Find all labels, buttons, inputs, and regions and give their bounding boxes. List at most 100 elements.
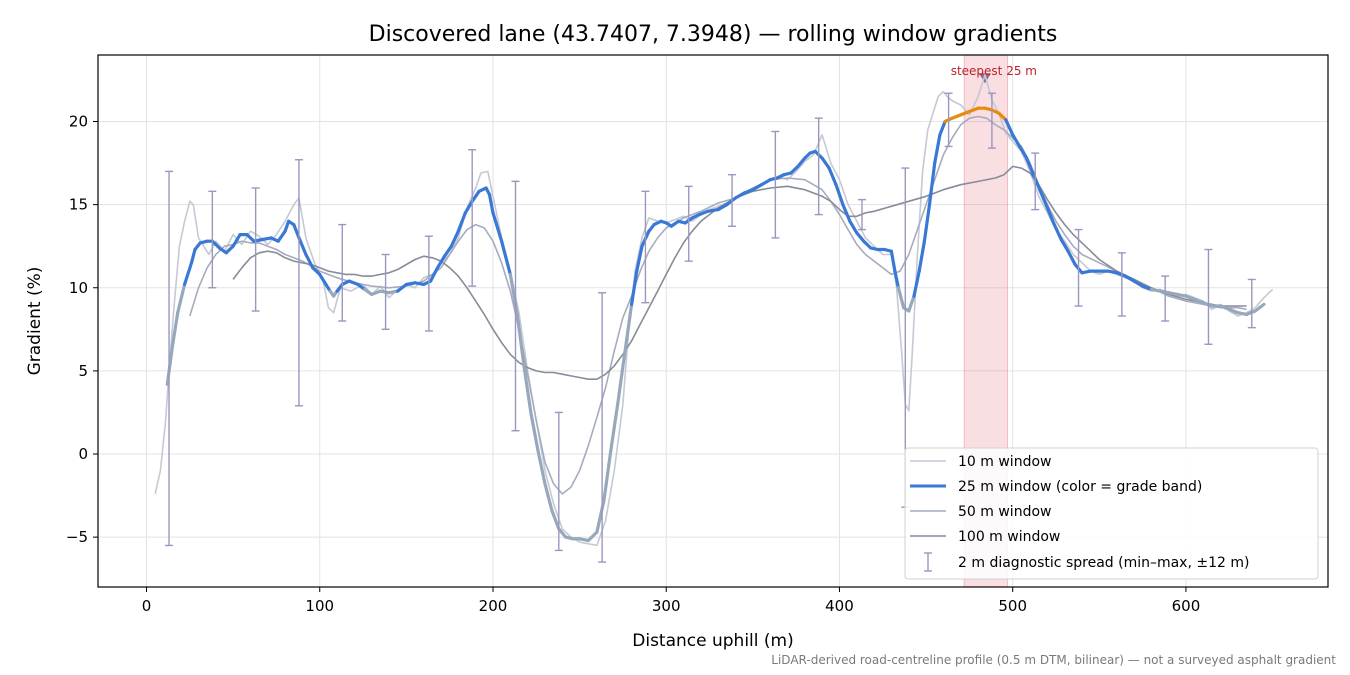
series-segment-25m xyxy=(609,402,620,453)
spread-bar xyxy=(987,92,996,149)
series-segment-25m xyxy=(796,156,807,168)
spread-bar xyxy=(554,411,563,552)
spread-bar xyxy=(294,159,303,407)
series-segment-25m xyxy=(304,252,315,270)
series-segment-25m xyxy=(616,352,627,406)
series-segment-25m xyxy=(165,344,175,386)
series-segment-25m xyxy=(442,244,453,258)
diagnostic-spread-bars xyxy=(165,92,1256,563)
x-axis-label: Distance uphill (m) xyxy=(632,631,793,651)
series-segment-25m xyxy=(848,219,859,235)
series-segment-25m xyxy=(297,236,308,257)
series-segment-25m xyxy=(210,239,221,250)
series-segment-25m xyxy=(491,211,504,243)
series-segment-25m xyxy=(189,247,197,265)
series-segment-25m xyxy=(927,161,937,207)
series-segment-25m xyxy=(896,286,906,310)
spread-bar xyxy=(1247,278,1256,329)
y-tick-label: 15 xyxy=(69,196,88,214)
series-segment-25m xyxy=(1017,144,1029,160)
legend-box xyxy=(904,447,1319,580)
series-segment-25m xyxy=(1066,249,1077,267)
series-segment-25m xyxy=(292,223,301,240)
series-segment-25m xyxy=(522,366,533,416)
x-tick-label: 600 xyxy=(1172,597,1201,615)
series-segment-25m xyxy=(176,282,187,315)
series-segment-25m xyxy=(922,203,932,243)
series-segment-25m xyxy=(933,133,942,165)
series-segment-25m xyxy=(170,311,180,348)
series-segment-25m xyxy=(1253,302,1266,313)
series-segment-25m xyxy=(629,269,639,306)
series-segment-25m xyxy=(456,211,467,233)
series-segment-25m xyxy=(912,269,921,298)
legend-label-25m: 25 m window (color = grade band) xyxy=(958,479,1202,495)
series-segment-25m xyxy=(463,199,474,215)
steepest-annotation: steepest 25 m xyxy=(951,64,1037,78)
series-segment-25m xyxy=(276,229,287,243)
series-segment-25m xyxy=(759,178,772,187)
series-segment-25m xyxy=(751,183,764,192)
spread-bar xyxy=(771,130,780,239)
series-segment-25m xyxy=(283,219,291,233)
series-segment-25m xyxy=(183,261,194,286)
series-segment-25m xyxy=(862,239,873,250)
series-segment-25m xyxy=(1024,156,1036,177)
y-axis-label: Gradient (%) xyxy=(25,267,45,376)
grid xyxy=(98,55,1328,587)
series-segment-25m xyxy=(602,449,613,503)
spread-bar xyxy=(424,235,433,332)
spread-bar xyxy=(684,185,693,262)
spread-bar xyxy=(381,253,390,331)
series-segment-25m xyxy=(470,189,481,203)
series-segment-25m xyxy=(1004,118,1015,137)
series-segment-25m xyxy=(318,272,327,285)
series-segment-25m xyxy=(841,203,852,223)
y-tick-label: 20 xyxy=(69,113,88,131)
series-segment-25m xyxy=(917,239,927,273)
series-segment-25m xyxy=(396,282,408,293)
series-segment-25m xyxy=(855,231,866,243)
series-segment-25m xyxy=(889,249,897,273)
spread-bar xyxy=(1074,228,1083,307)
x-tick-label: 100 xyxy=(305,597,334,615)
x-tick-label: 0 xyxy=(142,597,152,615)
series-segment-25m xyxy=(622,302,634,356)
spread-bar xyxy=(1204,248,1213,345)
x-tick-label: 200 xyxy=(479,597,508,615)
series-segment-25m xyxy=(536,449,547,486)
chart-title: Discovered lane (43.7407, 7.3948) — roll… xyxy=(369,22,1058,47)
series-segment-25m xyxy=(1123,274,1136,283)
x-axis-ticks: 0 100 200 300 400 500 600 xyxy=(142,587,1201,615)
series-segment-25m xyxy=(429,266,440,283)
series-segment-25m xyxy=(827,166,838,187)
x-tick-label: 500 xyxy=(998,597,1027,615)
legend: 10 m window 25 m window (color = grade b… xyxy=(904,447,1319,580)
series-segment-25m xyxy=(997,111,1008,122)
series-segment-25m xyxy=(550,508,561,531)
legend-label-spread: 2 m diagnostic spread (min–max, ±12 m) xyxy=(958,555,1249,571)
spread-bar xyxy=(511,180,520,432)
series-lines xyxy=(154,74,1274,547)
footnote: LiDAR-derived road-centreline profile (0… xyxy=(771,653,1336,667)
y-tick-label: 10 xyxy=(69,279,88,297)
series-segment-25m xyxy=(487,193,495,215)
spread-bar xyxy=(944,92,953,148)
spread-bar xyxy=(1161,275,1170,322)
plot-frame xyxy=(97,54,1329,588)
y-axis-ticks: −5 0 5 10 15 20 xyxy=(66,113,98,546)
series-segment-25m xyxy=(1011,133,1022,148)
legend-label-100m: 100 m window xyxy=(958,529,1060,545)
spread-bar xyxy=(1117,252,1126,317)
series-segment-25m xyxy=(725,196,738,207)
series-segment-25m xyxy=(435,254,447,270)
spread-bar xyxy=(814,117,823,216)
series-segment-25m xyxy=(231,233,242,248)
series-segment-25m xyxy=(938,119,947,137)
series-segment-25m xyxy=(834,183,845,207)
y-tick-label: 5 xyxy=(78,362,88,380)
y-tick-label: −5 xyxy=(66,528,88,546)
series-segment-25m xyxy=(323,281,332,293)
series-segment-25m xyxy=(586,530,599,543)
spread-bar xyxy=(165,170,174,547)
